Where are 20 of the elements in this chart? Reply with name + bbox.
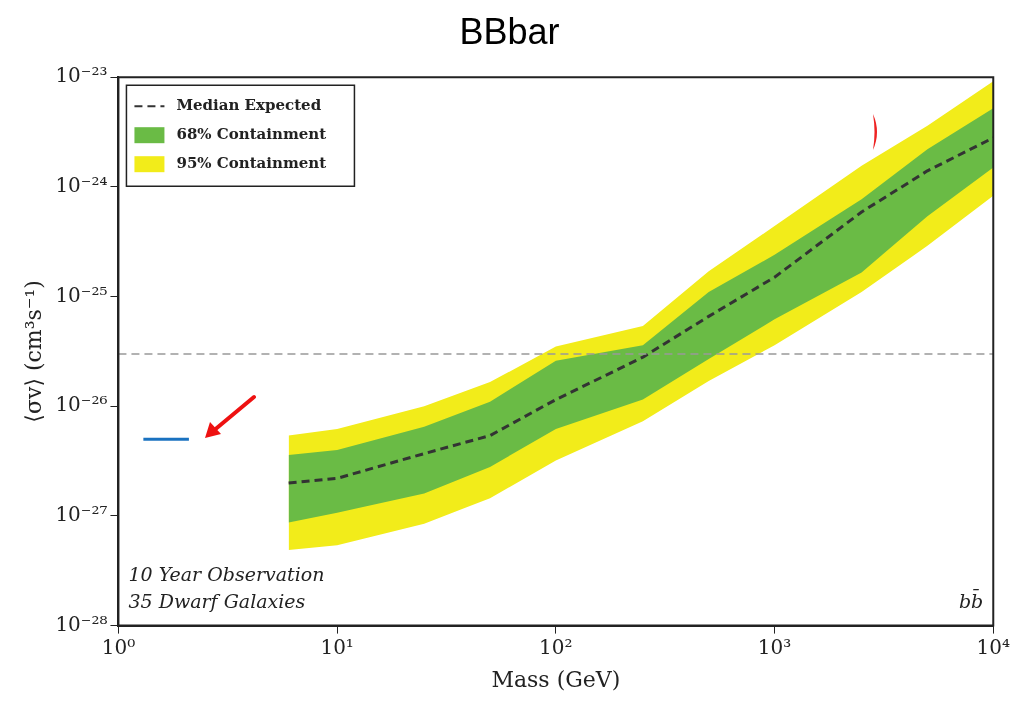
y-tick-label: 10⁻²⁴ (55, 173, 108, 198)
annotation: 35 Dwarf Galaxies (128, 589, 306, 612)
x-axis-title: Mass (GeV) (491, 666, 621, 692)
y-axis-title: ⟨σv⟩ (cm³s⁻¹) (20, 280, 46, 423)
y-tick-label: 10⁻²³ (55, 63, 108, 88)
x-tick-label: 10² (539, 634, 573, 659)
annotation: 10 Year Observation (128, 562, 325, 585)
y-tick-label: 10⁻²⁶ (55, 392, 108, 417)
x-tick-label: 10⁴ (976, 634, 1010, 659)
legend-label: Median Expected (176, 96, 322, 115)
chart-title: BBbar (459, 10, 560, 52)
annotation: bb̄ (958, 588, 984, 612)
y-tick-label: 10⁻²⁸ (55, 611, 108, 636)
x-tick-label: 10⁰ (101, 634, 136, 659)
legend-label: 95% Containment (176, 154, 327, 173)
y-tick-label: 10⁻²⁷ (55, 502, 108, 527)
x-tick-label: 10¹ (320, 634, 354, 659)
legend-label: 68% Containment (176, 125, 327, 144)
y-tick-label: 10⁻²⁵ (55, 282, 108, 307)
x-tick-label: 10³ (757, 634, 792, 659)
